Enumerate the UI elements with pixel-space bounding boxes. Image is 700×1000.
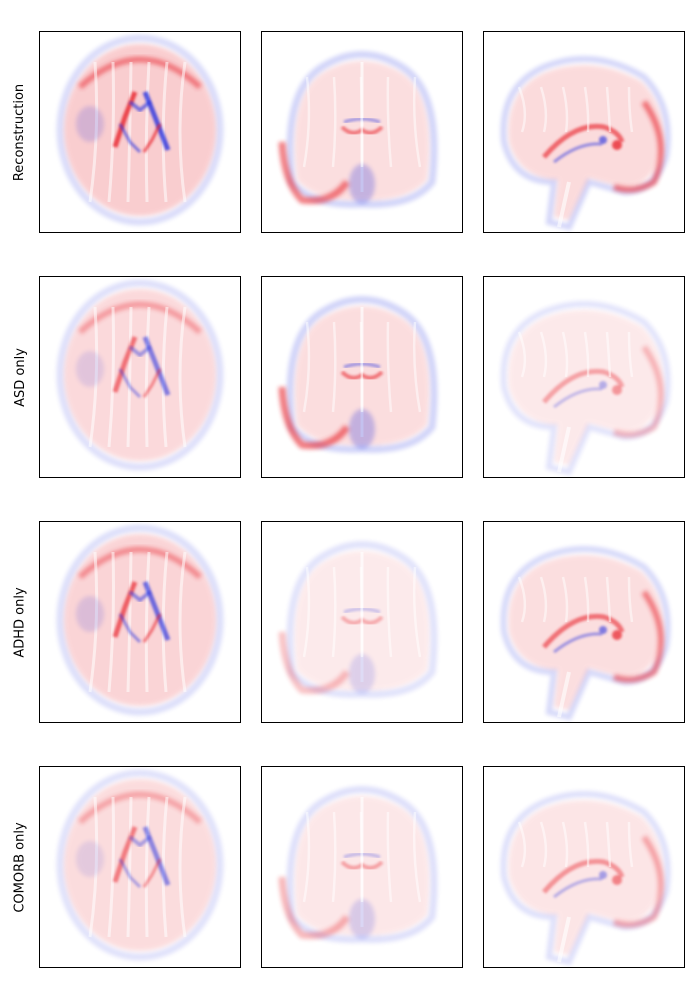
brain-slice-image: [56, 769, 224, 961]
row-label-text: ADHD only: [12, 586, 28, 658]
brain-slice-image: [500, 546, 671, 721]
brain-slice-image: [500, 301, 671, 476]
brain-slice-image: [56, 34, 224, 226]
brain-slice-axial: [39, 766, 241, 968]
brain-slice-sagittal: [483, 521, 685, 723]
row-label: ADHD only: [0, 521, 40, 723]
brain-slice-image: [278, 51, 438, 208]
row-label: ASD only: [0, 276, 40, 478]
row-label: Reconstruction: [0, 31, 40, 233]
brain-slice-image: [278, 541, 438, 698]
brain-slice-sagittal: [483, 766, 685, 968]
brain-slice-axial: [39, 31, 241, 233]
brain-slice-image: [56, 524, 224, 716]
row-label: COMORB only: [0, 766, 40, 968]
brain-slice-coronal: [261, 766, 463, 968]
brain-slice-axial: [39, 521, 241, 723]
row-label-text: Reconstruction: [12, 83, 28, 181]
brain-slice-image: [56, 279, 224, 471]
brain-slice-image: [500, 56, 671, 231]
brain-slice-image: [278, 296, 438, 453]
brain-slice-coronal: [261, 521, 463, 723]
brain-slice-sagittal: [483, 276, 685, 478]
row-label-text: ASD only: [12, 347, 28, 407]
brain-slice-axial: [39, 276, 241, 478]
brain-slice-coronal: [261, 31, 463, 233]
brain-slice-sagittal: [483, 31, 685, 233]
row-label-text: COMORB only: [12, 821, 28, 913]
brain-slice-coronal: [261, 276, 463, 478]
brain-slice-image: [500, 791, 671, 966]
brain-slice-image: [278, 786, 438, 943]
